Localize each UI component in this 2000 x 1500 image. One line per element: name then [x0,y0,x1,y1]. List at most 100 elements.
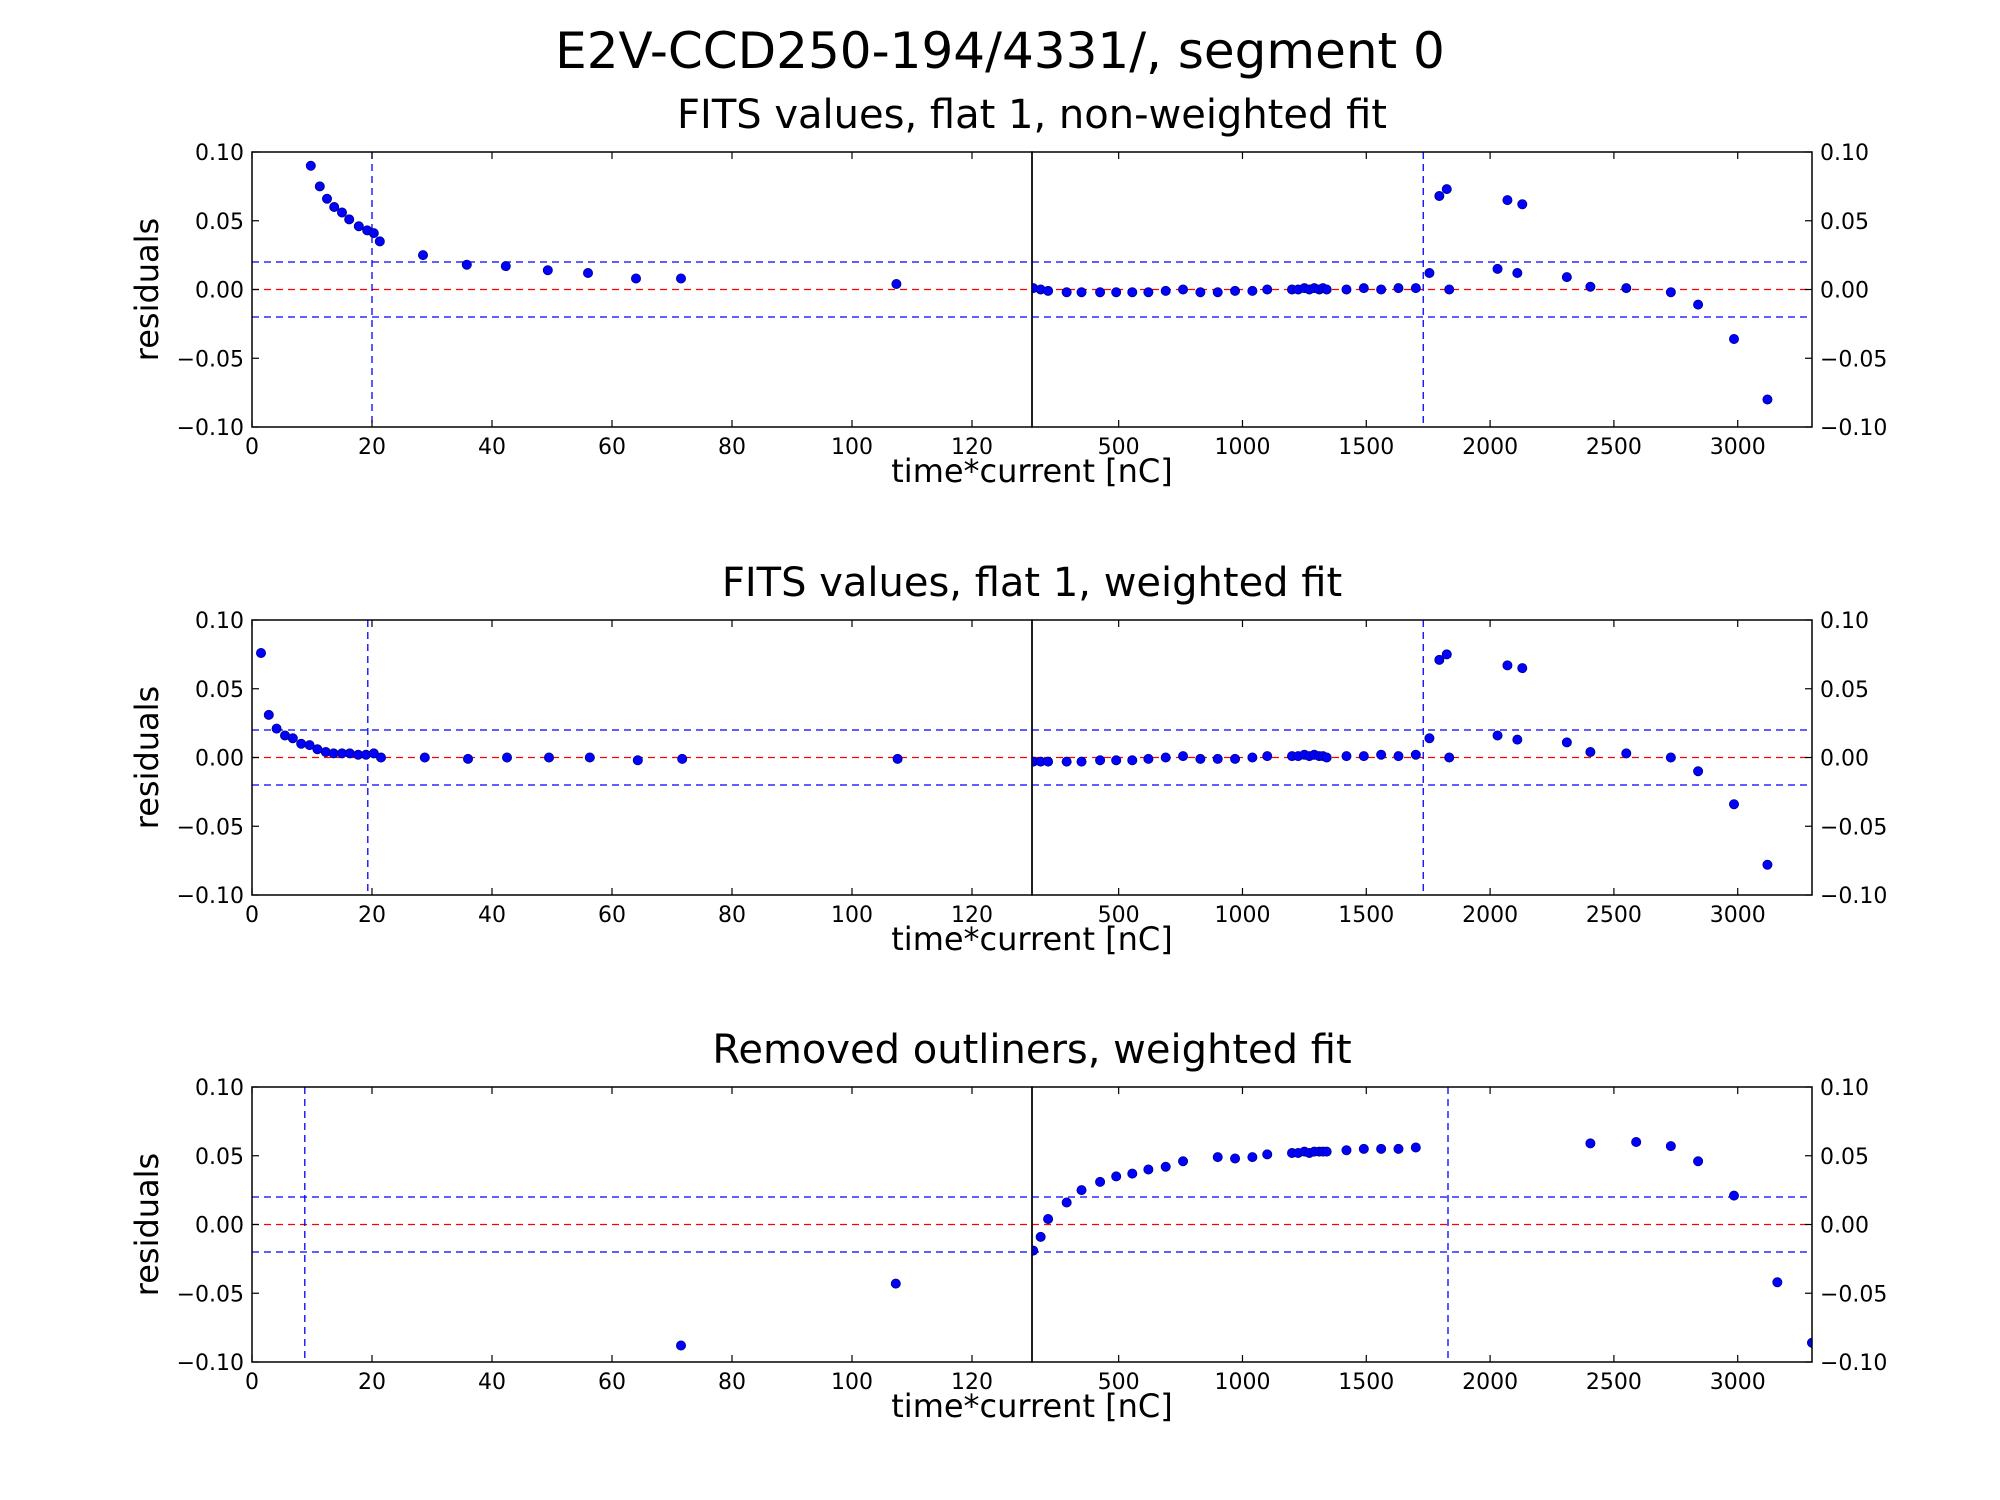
data-point [1762,859,1773,870]
data-point [353,221,364,232]
data-point [1762,394,1773,405]
x-tick-label: 80 [718,435,746,460]
data-point [500,261,511,272]
data-point [321,193,332,204]
x-tick-label: 500 [1098,903,1140,928]
x-tick-label: 2000 [1462,903,1518,928]
data-points [676,1278,901,1351]
x-tick-label: 80 [718,1370,746,1395]
y-tick-label-right: −0.10 [1820,884,1887,909]
data-point [1143,1164,1154,1175]
data-point [1693,299,1704,310]
x-axis-label: time*current [nC] [891,920,1173,958]
x-tick-label: 500 [1098,435,1140,460]
y-tick-label-right: −0.10 [1820,1351,1887,1376]
y-tick-label-right: −0.10 [1820,416,1887,441]
y-tick-label-right: −0.05 [1820,347,1887,372]
left-subplot: 0 20 40 60 80 100 120 [245,151,1033,460]
data-point [1376,749,1387,760]
data-point [1424,733,1435,744]
y-tick-label: 0.05 [195,678,244,703]
data-point [1410,1142,1421,1153]
left-subplot: 0 20 40 60 80 100 120 [245,619,1033,928]
data-point [1212,753,1223,764]
data-point [1262,1149,1273,1160]
data-point [1178,284,1189,295]
data-point [263,709,274,720]
data-point [1230,753,1241,764]
data-point [1502,195,1513,206]
x-tick-label: 1500 [1338,435,1394,460]
panel-3: Removed outliners, weighted fit 0 20 40 60 80… [128,1027,1887,1425]
x-tick-label: 1000 [1214,1370,1270,1395]
x-tick-label: 60 [598,903,626,928]
data-point [1424,267,1435,278]
right-subplot: 500 1000 1500 2000 2500 3000 [1031,619,1813,928]
data-point [891,278,902,289]
data-point [1441,649,1452,660]
data-point [1195,753,1206,764]
y-tick-label-right: −0.05 [1820,815,1887,840]
data-point [314,181,325,192]
y-tick-label: 0.00 [195,1214,244,1239]
y-tick-label: −0.05 [177,347,244,372]
left-subplot: 0 20 40 60 80 100 120 [245,1086,1033,1395]
data-point [1807,1337,1812,1348]
data-point [1693,766,1704,777]
data-point [271,723,282,734]
data-point [255,648,266,659]
data-point [1729,799,1740,810]
x-tick-label: 20 [358,1370,386,1395]
data-point [1517,663,1528,674]
x-tick-label: 100 [831,1370,873,1395]
x-tick-label: 2500 [1586,1370,1642,1395]
x-tick-label: 60 [598,1370,626,1395]
y-tick-label: 0.05 [195,210,244,235]
data-point [375,752,386,763]
data-point [1111,287,1122,298]
data-point [1512,267,1523,278]
x-tick-label: 2500 [1586,903,1642,928]
x-tick-label: 120 [951,903,993,928]
x-tick-label: 20 [358,435,386,460]
data-point [1061,756,1072,767]
x-tick-label: 2000 [1462,1370,1518,1395]
y-tick-label-right: 0.00 [1820,279,1869,304]
data-point [1127,755,1138,766]
data-point [583,267,594,278]
data-point [1631,1137,1642,1148]
x-tick-label: 2000 [1462,435,1518,460]
panel-2: FITS values, flat 1, weighted fit 0 20 40 60… [128,560,1887,958]
data-point [1095,287,1106,298]
data-points [1032,1137,1812,1348]
data-point [1410,283,1421,294]
data-point [1111,755,1122,766]
x-tick-label: 40 [478,1370,506,1395]
data-point [461,259,472,270]
y-tick-label-right: 0.05 [1820,1145,1869,1170]
data-point [1585,281,1596,292]
data-point [1358,751,1369,762]
data-point [1561,272,1572,283]
data-point [1729,333,1740,344]
x-tick-label: 60 [598,435,626,460]
data-point [1621,748,1632,759]
x-tick-label: 40 [478,903,506,928]
data-point [1492,730,1503,741]
data-point [1393,1143,1404,1154]
data-point [1160,285,1171,296]
data-point [1061,1197,1072,1208]
data-point [1076,1185,1087,1196]
data-point [1095,1176,1106,1187]
y-tick-label-right: 0.00 [1820,747,1869,772]
data-point [1585,747,1596,758]
data-point [417,250,428,261]
y-tick-label: 0.00 [195,747,244,772]
y-tick-label: −0.10 [177,416,244,441]
data-point [1341,751,1352,762]
x-tick-label: 1500 [1338,903,1394,928]
panel-title: FITS values, flat 1, weighted fit [722,560,1342,606]
data-point [1076,287,1087,298]
data-point [1772,1277,1783,1288]
y-tick-label: −0.10 [177,1351,244,1376]
